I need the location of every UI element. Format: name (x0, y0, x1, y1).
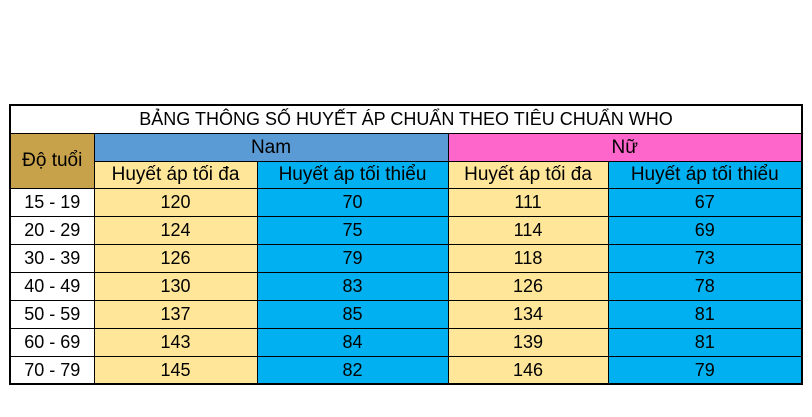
age-range-cell: 70 - 79 (9, 355, 95, 385)
table-row: 30 - 39 126 79 118 73 (9, 243, 803, 273)
female-max-header: Huyết áp tối đa (447, 160, 609, 189)
age-column-header: Độ tuổi (9, 132, 95, 189)
male-max-value: 143 (93, 327, 258, 357)
age-range-cell: 20 - 29 (9, 215, 95, 245)
female-group-header: Nữ (447, 132, 803, 162)
female-min-value: 67 (607, 187, 803, 217)
male-group-header: Nam (93, 132, 449, 162)
male-min-value: 84 (256, 327, 449, 357)
male-max-value: 120 (93, 187, 258, 217)
sub-header-row: Huyết áp tối đa Huyết áp tối thiểu Huyết… (10, 160, 803, 189)
table-row: 50 - 59 137 85 134 81 (9, 299, 803, 329)
title-row: BẢNG THÔNG SỐ HUYẾT ÁP CHUẨN THEO TIÊU C… (9, 104, 803, 134)
male-min-value: 79 (256, 243, 449, 273)
male-max-value: 145 (93, 355, 258, 385)
age-range-cell: 15 - 19 (9, 187, 95, 217)
age-range-cell: 30 - 39 (9, 243, 95, 273)
male-max-value: 124 (93, 215, 258, 245)
female-max-value: 118 (447, 243, 609, 273)
male-max-value: 126 (93, 243, 258, 273)
male-min-value: 82 (256, 355, 449, 385)
age-range-cell: 60 - 69 (9, 327, 95, 357)
male-max-header: Huyết áp tối đa (93, 160, 258, 189)
male-min-value: 85 (256, 299, 449, 329)
table-row: 70 - 79 145 82 146 79 (9, 355, 803, 385)
male-max-value: 130 (93, 271, 258, 301)
male-min-header: Huyết áp tối thiểu (256, 160, 449, 189)
table-row: 40 - 49 130 83 126 78 (9, 271, 803, 301)
male-max-value: 137 (93, 299, 258, 329)
male-min-value: 83 (256, 271, 449, 301)
female-max-value: 134 (447, 299, 609, 329)
blood-pressure-table: BẢNG THÔNG SỐ HUYẾT ÁP CHUẨN THEO TIÊU C… (9, 104, 803, 385)
female-min-value: 79 (607, 355, 803, 385)
female-max-value: 111 (447, 187, 609, 217)
table-title: BẢNG THÔNG SỐ HUYẾT ÁP CHUẨN THEO TIÊU C… (9, 104, 803, 134)
age-range-cell: 40 - 49 (9, 271, 95, 301)
female-min-value: 78 (607, 271, 803, 301)
table-row: 15 - 19 120 70 111 67 (9, 187, 803, 217)
female-max-value: 126 (447, 271, 609, 301)
male-min-value: 75 (256, 215, 449, 245)
female-max-value: 139 (447, 327, 609, 357)
female-min-value: 81 (607, 327, 803, 357)
female-min-value: 73 (607, 243, 803, 273)
female-min-header: Huyết áp tối thiểu (607, 160, 803, 189)
female-max-value: 146 (447, 355, 609, 385)
female-min-value: 69 (607, 215, 803, 245)
male-min-value: 70 (256, 187, 449, 217)
table-row: 20 - 29 124 75 114 69 (9, 215, 803, 245)
group-header-row: Độ tuổi Nam Nữ (9, 132, 803, 189)
table-row: 60 - 69 143 84 139 81 (9, 327, 803, 357)
female-min-value: 81 (607, 299, 803, 329)
female-max-value: 114 (447, 215, 609, 245)
age-range-cell: 50 - 59 (9, 299, 95, 329)
